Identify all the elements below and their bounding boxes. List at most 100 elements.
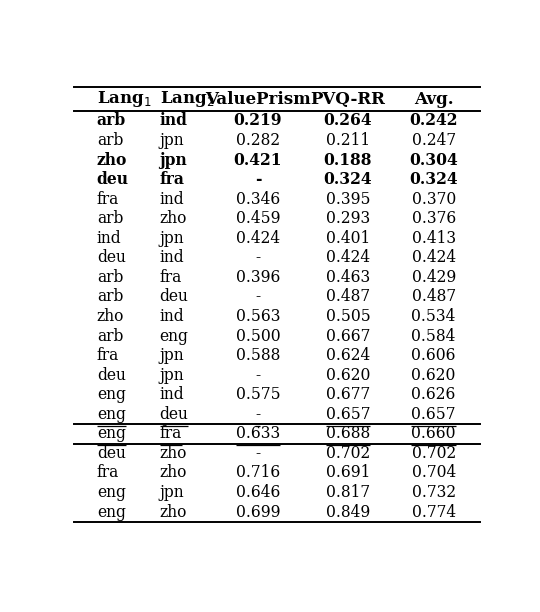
- Text: 0.657: 0.657: [326, 406, 370, 423]
- Text: 0.370: 0.370: [411, 191, 456, 207]
- Text: 0.401: 0.401: [326, 230, 370, 247]
- Text: 0.424: 0.424: [236, 230, 280, 247]
- Text: 0.424: 0.424: [326, 249, 370, 266]
- Text: 0.699: 0.699: [235, 504, 280, 521]
- Text: 0.421: 0.421: [234, 152, 282, 168]
- Text: ind: ind: [160, 113, 187, 129]
- Text: 0.704: 0.704: [411, 465, 456, 482]
- Text: 0.396: 0.396: [236, 269, 280, 286]
- Text: 0.691: 0.691: [326, 465, 370, 482]
- Text: fra: fra: [97, 347, 119, 364]
- Text: 0.716: 0.716: [236, 465, 280, 482]
- Text: Lang$_1$: Lang$_1$: [97, 89, 152, 110]
- Text: arb: arb: [97, 288, 123, 305]
- Text: 0.487: 0.487: [326, 288, 370, 305]
- Text: fra: fra: [97, 465, 119, 482]
- Text: 0.849: 0.849: [326, 504, 370, 521]
- Text: 0.424: 0.424: [411, 249, 456, 266]
- Text: 0.211: 0.211: [326, 132, 370, 149]
- Text: 0.626: 0.626: [411, 386, 456, 403]
- Text: Avg.: Avg.: [414, 91, 454, 108]
- Text: -: -: [255, 288, 260, 305]
- Text: 0.774: 0.774: [411, 504, 456, 521]
- Text: zho: zho: [97, 152, 127, 168]
- Text: 0.346: 0.346: [236, 191, 280, 207]
- Text: arb: arb: [97, 327, 123, 345]
- Text: -: -: [255, 249, 260, 266]
- Text: zho: zho: [97, 308, 124, 325]
- Text: 0.219: 0.219: [234, 113, 282, 129]
- Text: 0.264: 0.264: [323, 113, 372, 129]
- Text: 0.429: 0.429: [411, 269, 456, 286]
- Text: jpn: jpn: [160, 347, 184, 364]
- Text: 0.534: 0.534: [411, 308, 456, 325]
- Text: 0.242: 0.242: [409, 113, 458, 129]
- Text: zho: zho: [160, 504, 187, 521]
- Text: zho: zho: [160, 210, 187, 227]
- Text: 0.324: 0.324: [323, 171, 372, 188]
- Text: 0.282: 0.282: [236, 132, 280, 149]
- Text: 0.702: 0.702: [326, 445, 370, 462]
- Text: 0.688: 0.688: [326, 425, 370, 442]
- Text: 0.505: 0.505: [326, 308, 370, 325]
- Text: -: -: [255, 171, 261, 188]
- Text: -: -: [255, 445, 260, 462]
- Text: ind: ind: [160, 249, 184, 266]
- Text: fra: fra: [160, 269, 182, 286]
- Text: 0.563: 0.563: [235, 308, 280, 325]
- Text: 0.459: 0.459: [235, 210, 280, 227]
- Text: ind: ind: [160, 191, 184, 207]
- Text: 0.657: 0.657: [411, 406, 456, 423]
- Text: 0.732: 0.732: [411, 484, 456, 501]
- Text: ind: ind: [97, 230, 122, 247]
- Text: 0.247: 0.247: [411, 132, 456, 149]
- Text: 0.702: 0.702: [411, 445, 456, 462]
- Text: jpn: jpn: [160, 367, 184, 384]
- Text: eng: eng: [97, 425, 126, 442]
- Text: -: -: [255, 406, 260, 423]
- Text: PVQ-RR: PVQ-RR: [310, 91, 386, 108]
- Text: 0.584: 0.584: [411, 327, 456, 345]
- Text: 0.500: 0.500: [235, 327, 280, 345]
- Text: eng: eng: [97, 386, 126, 403]
- Text: arb: arb: [97, 269, 123, 286]
- Text: 0.304: 0.304: [409, 152, 458, 168]
- Text: 0.487: 0.487: [411, 288, 456, 305]
- Text: fra: fra: [160, 171, 185, 188]
- Text: Lang$_2$: Lang$_2$: [160, 89, 214, 110]
- Text: 0.376: 0.376: [411, 210, 456, 227]
- Text: deu: deu: [160, 288, 188, 305]
- Text: arb: arb: [97, 210, 123, 227]
- Text: deu: deu: [97, 249, 126, 266]
- Text: 0.575: 0.575: [235, 386, 280, 403]
- Text: deu: deu: [97, 171, 129, 188]
- Text: deu: deu: [97, 367, 126, 384]
- Text: 0.188: 0.188: [323, 152, 372, 168]
- Text: jpn: jpn: [160, 230, 184, 247]
- Text: 0.413: 0.413: [411, 230, 456, 247]
- Text: 0.660: 0.660: [411, 425, 456, 442]
- Text: -: -: [255, 367, 260, 384]
- Text: 0.620: 0.620: [326, 367, 370, 384]
- Text: 0.620: 0.620: [411, 367, 456, 384]
- Text: fra: fra: [97, 191, 119, 207]
- Text: 0.624: 0.624: [326, 347, 370, 364]
- Text: ind: ind: [160, 308, 184, 325]
- Text: 0.633: 0.633: [236, 425, 280, 442]
- Text: deu: deu: [97, 445, 126, 462]
- Text: 0.293: 0.293: [326, 210, 370, 227]
- Text: eng: eng: [160, 327, 188, 345]
- Text: 0.588: 0.588: [236, 347, 280, 364]
- Text: 0.646: 0.646: [236, 484, 280, 501]
- Text: 0.606: 0.606: [411, 347, 456, 364]
- Text: 0.324: 0.324: [409, 171, 458, 188]
- Text: eng: eng: [97, 504, 126, 521]
- Text: eng: eng: [97, 406, 126, 423]
- Text: arb: arb: [97, 132, 123, 149]
- Text: eng: eng: [97, 484, 126, 501]
- Text: jpn: jpn: [160, 132, 184, 149]
- Text: 0.677: 0.677: [326, 386, 370, 403]
- Text: jpn: jpn: [160, 484, 184, 501]
- Text: 0.463: 0.463: [326, 269, 370, 286]
- Text: zho: zho: [160, 465, 187, 482]
